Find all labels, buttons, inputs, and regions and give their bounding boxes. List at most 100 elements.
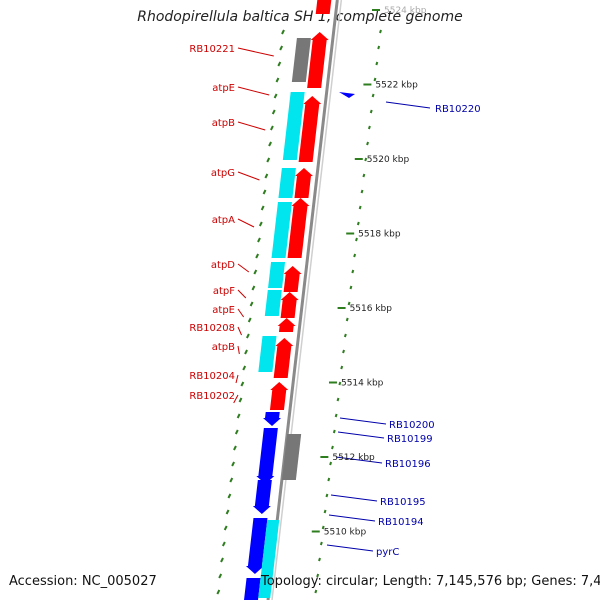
backbone-line (266, 0, 339, 600)
gene-labels: RB10221 atpE atpB atpG atpA atpD atpF atpE RB102… (189, 44, 480, 558)
gene-label-left: RB10204 (189, 371, 235, 382)
gene-label-left: atpE (212, 305, 235, 316)
gc-dash (367, 125, 371, 130)
genome-backbone (266, 0, 343, 600)
gene-arrow-forward (252, 480, 272, 514)
gc-dash (275, 77, 280, 83)
gene-feature-cyan (258, 336, 277, 372)
leader-line (326, 544, 374, 552)
leader-line (237, 121, 266, 131)
gene-arrow-reverse (287, 198, 310, 258)
gc-dash (379, 29, 382, 34)
gc-dash (336, 397, 340, 402)
gc-dash (340, 365, 344, 370)
gene-label-right: RB10220 (435, 104, 481, 115)
gene-feature-cyan (278, 168, 296, 198)
gene-arrow-forward (245, 518, 268, 574)
gc-dash (321, 525, 325, 530)
gc-dash (229, 477, 234, 483)
gc-dash (334, 413, 338, 418)
gene-label-right: RB10200 (389, 420, 435, 431)
gc-dash (236, 413, 241, 419)
gc-dash (366, 141, 370, 146)
gene-arrow-reverse (294, 168, 313, 198)
leader-line (237, 263, 250, 273)
leader-line (335, 456, 383, 464)
gene-feature-cyan (282, 92, 305, 160)
kbp-tick-label: 5522 kbp (375, 81, 418, 91)
gene-feature-cyan (271, 202, 292, 258)
map-title: Rhodopirellula baltica SH 1, complete ge… (137, 9, 463, 25)
gene-arrow-forward (242, 578, 261, 600)
gc-dash (216, 589, 221, 595)
leader-line (385, 101, 431, 109)
gc-dash (371, 93, 375, 98)
gc-dash (245, 333, 250, 339)
gc-dash (258, 221, 263, 227)
gene-label-left: atpB (212, 118, 235, 129)
gc-dash (375, 61, 379, 66)
gene-feature-gray (291, 38, 311, 82)
gene-label-left: RB10202 (189, 391, 235, 402)
leader-line (237, 86, 270, 96)
gc-dash (251, 285, 256, 291)
gc-dash (223, 525, 228, 531)
gc-dash (345, 317, 349, 322)
gc-dash (240, 381, 245, 387)
gc-dash (332, 429, 336, 434)
leader-line (237, 47, 274, 57)
kbp-tick-label: 5512 kbp (332, 453, 375, 463)
gene-label-left: atpE (212, 83, 235, 94)
gc-dash (355, 237, 358, 242)
gc-dash (342, 349, 345, 354)
kbp-tick-label: 5514 kbp (341, 379, 384, 389)
gene-arrow-reverse (283, 266, 302, 292)
gc-dash (271, 109, 276, 115)
gene-arrow-reverse (277, 318, 296, 332)
gc-dash (247, 317, 252, 323)
gene-arrow-reverse (298, 96, 322, 162)
leader-line (237, 171, 260, 181)
leader-line (237, 218, 255, 228)
gc-dash (347, 301, 351, 306)
gc-dash (257, 237, 261, 243)
gc-dash (279, 45, 284, 51)
gc-dash (242, 365, 247, 371)
gene-features (242, 0, 355, 600)
gc-dash (244, 349, 248, 355)
gc-dash (373, 77, 377, 82)
gc-dash (327, 477, 331, 482)
leader-line (237, 308, 245, 318)
leader-line (235, 374, 239, 384)
gc-dash (316, 573, 320, 578)
label-leader-lines (233, 47, 431, 552)
leader-line (337, 431, 385, 439)
gc-dash (351, 269, 355, 274)
gc-dash (338, 381, 342, 386)
kbp-ruler: 5524 kbp 5522 kbp 5520 kbp 5518 kbp 5516 kbp… (311, 6, 427, 538)
gc-dash (220, 557, 224, 563)
gc-dash (268, 141, 272, 147)
gc-dash (233, 445, 237, 451)
gc-dash (362, 173, 366, 178)
gene-label-left: atpB (212, 342, 235, 353)
gc-dash (319, 541, 323, 546)
gc-dash (343, 333, 347, 338)
gene-label-left: atpA (212, 215, 235, 226)
gc-dash (264, 173, 269, 179)
gc-dash (255, 253, 260, 259)
leader-line (339, 417, 387, 425)
gc-dash (369, 109, 373, 114)
gc-dash (218, 573, 223, 579)
gene-label-left: RB10221 (189, 44, 235, 55)
gene-arrow-forward (339, 92, 355, 98)
leader-line (233, 394, 239, 404)
gene-feature-cyan (268, 262, 286, 288)
kbp-tick-label: 5516 kbp (350, 304, 393, 314)
gene-label-left: atpF (213, 286, 235, 297)
leader-line (237, 289, 247, 299)
gene-label-right: pyrC (376, 547, 399, 558)
gc-dash (314, 589, 318, 594)
